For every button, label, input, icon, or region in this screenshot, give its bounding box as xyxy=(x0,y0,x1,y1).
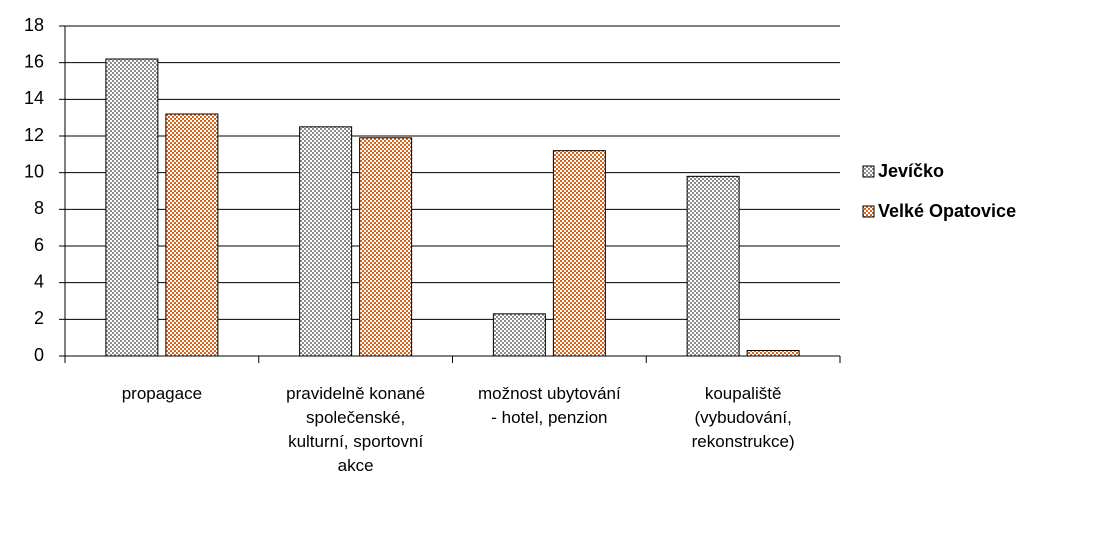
y-tick-label: 14 xyxy=(24,88,44,108)
legend-swatch xyxy=(862,205,875,218)
legend-label: Jevíčko xyxy=(878,161,944,181)
bar xyxy=(746,350,800,357)
y-tick-label: 16 xyxy=(24,51,44,71)
bar xyxy=(299,126,353,357)
legend-swatch xyxy=(862,165,875,178)
bar xyxy=(492,313,546,357)
y-tick-label: 2 xyxy=(34,308,44,328)
x-tick-label: pravidelně konané společenské, kulturní,… xyxy=(286,384,426,475)
bar xyxy=(359,137,413,357)
y-tick-label: 12 xyxy=(24,125,44,145)
legend-label: Velké Opatovice xyxy=(878,201,1016,221)
y-tick-label: 10 xyxy=(24,161,44,181)
bar xyxy=(686,175,740,357)
bar xyxy=(552,150,606,357)
y-tick-label: 0 xyxy=(34,345,44,365)
bar xyxy=(165,113,219,357)
y-tick-label: 8 xyxy=(34,198,44,218)
y-tick-label: 6 xyxy=(34,235,44,255)
y-tick-label: 4 xyxy=(34,271,44,291)
x-tick-label: propagace xyxy=(121,384,203,403)
y-tick-label: 18 xyxy=(24,15,44,35)
bar xyxy=(105,58,159,357)
x-tick-label: možnost ubytování - hotel, penzion xyxy=(478,384,621,427)
x-tick-label: koupaliště (vybudování, rekonstrukce) xyxy=(691,384,795,451)
